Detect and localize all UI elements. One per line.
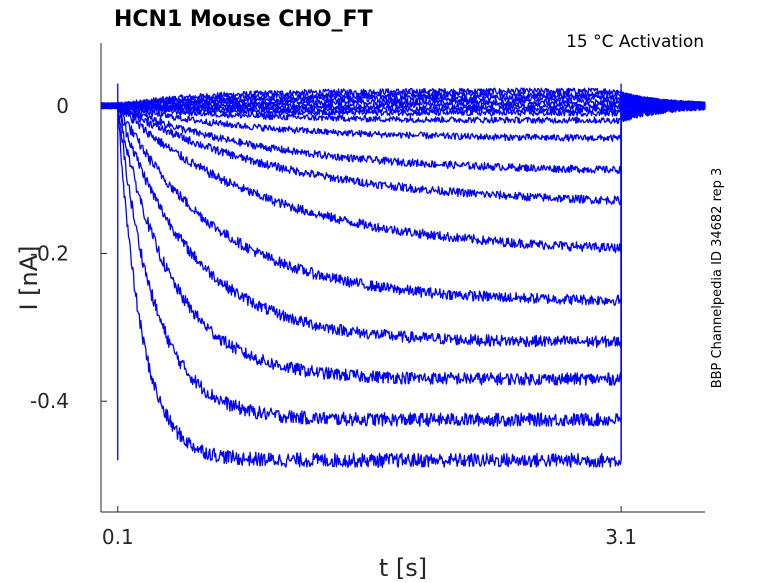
sweep-trace [100, 92, 706, 349]
sweep-trace [100, 87, 706, 122]
sweep-trace [100, 92, 706, 469]
sweep-trace [100, 98, 706, 123]
sweep-trace [100, 94, 706, 121]
sweep-trace [100, 92, 706, 142]
x-axis-ticks: 0.1 3.1 [102, 506, 637, 549]
x-tick-label: 3.1 [605, 525, 637, 549]
y-tick-label: 0 [56, 94, 69, 118]
recording-id-label: BBP Channelpedia ID 34682 rep 3 [710, 168, 725, 389]
sweep-trace [100, 92, 706, 206]
y-tick-label: -0.2 [30, 241, 69, 265]
sweep-trace [100, 93, 706, 427]
y-axis-label: I [nA] [15, 245, 43, 310]
x-tick-label: 0.1 [102, 525, 134, 549]
y-axis-ticks: 0 -0.2 -0.4 [30, 94, 107, 413]
x-axis-label: t [s] [379, 554, 427, 582]
sweep-traces [100, 83, 706, 469]
sweep-trace [100, 92, 706, 175]
sweep-trace [100, 91, 706, 254]
sweep-trace [100, 91, 706, 306]
sweep-trace [100, 94, 706, 386]
y-tick-label: -0.4 [30, 389, 69, 413]
chart-title: HCN1 Mouse CHO_FT [114, 7, 373, 32]
temperature-annotation: 15 °C Activation [566, 32, 704, 52]
sweep-trace [100, 91, 706, 125]
